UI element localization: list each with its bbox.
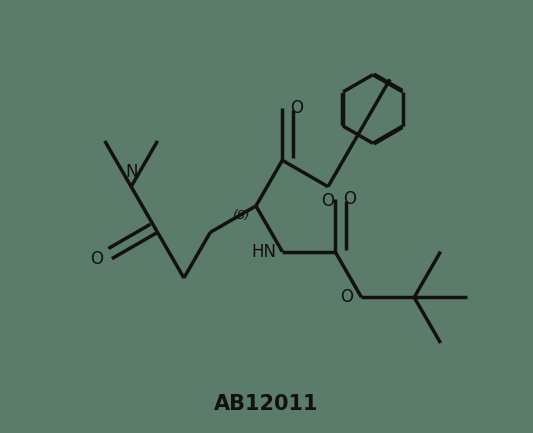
Text: N: N — [125, 163, 138, 181]
Text: O: O — [321, 192, 335, 210]
Text: AB12011: AB12011 — [214, 394, 319, 414]
Text: O: O — [290, 99, 304, 116]
Text: (S): (S) — [232, 209, 250, 222]
Text: O: O — [343, 190, 357, 208]
Text: O: O — [91, 250, 103, 268]
Text: O: O — [340, 288, 353, 306]
Text: HN: HN — [252, 242, 277, 261]
